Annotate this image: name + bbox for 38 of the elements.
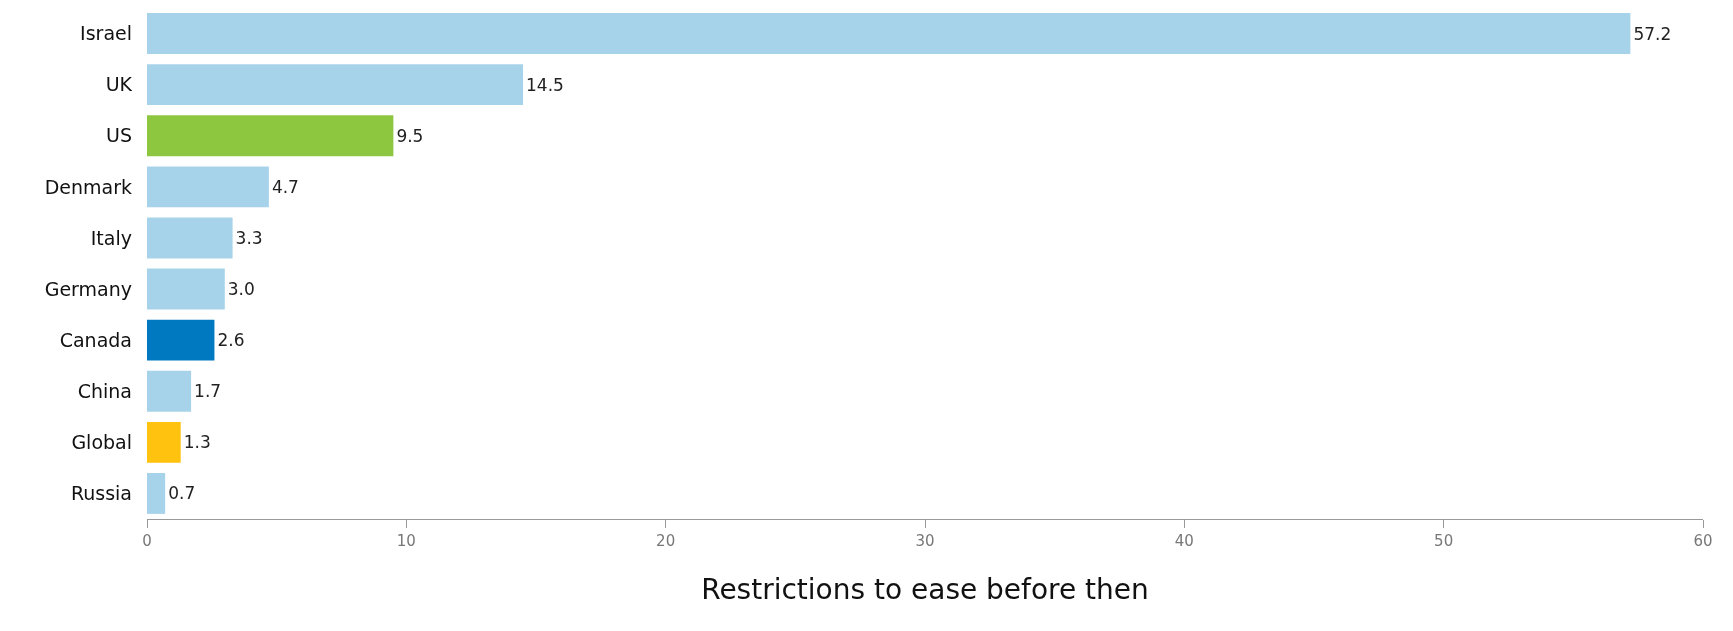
x-tick-label: 0	[142, 532, 152, 550]
data-label: 57.2	[1633, 23, 1672, 44]
data-label: 1.7	[194, 381, 222, 402]
y-tick-label: Germany	[44, 277, 132, 300]
bar	[147, 64, 524, 106]
bar	[147, 115, 394, 157]
y-tick-label: UK	[105, 73, 133, 96]
x-tick-label: 30	[915, 532, 935, 550]
bar	[147, 217, 233, 259]
x-tick-label: 60	[1693, 532, 1713, 550]
x-tick-label: 20	[656, 532, 676, 550]
y-tick-label: Denmark	[44, 175, 132, 198]
bar	[147, 268, 225, 310]
data-label: 0.7	[168, 483, 196, 504]
y-tick-label: US	[106, 124, 132, 147]
data-label: 14.5	[526, 74, 564, 95]
x-axis-title: Restrictions to ease before then	[701, 573, 1149, 607]
bar	[147, 319, 215, 361]
bar	[147, 166, 269, 208]
y-tick-label: China	[77, 379, 132, 402]
y-tick-label: Russia	[70, 482, 132, 505]
bar	[147, 473, 166, 514]
bar	[147, 421, 181, 463]
y-tick-label: Global	[71, 431, 132, 453]
x-tick-label: 40	[1174, 532, 1194, 550]
bar	[147, 13, 1631, 54]
data-label: 3.3	[235, 227, 263, 248]
bar	[147, 370, 192, 412]
y-tick-label: Italy	[90, 226, 132, 249]
data-label: 9.5	[396, 125, 424, 146]
data-label: 2.6	[217, 330, 245, 351]
data-label: 3.0	[227, 279, 255, 300]
data-label: 4.7	[271, 176, 299, 197]
x-tick-label: 50	[1434, 532, 1454, 550]
data-label: 1.3	[183, 432, 211, 453]
y-tick-label: Israel	[80, 22, 132, 45]
x-tick-label: 10	[396, 532, 416, 550]
y-tick-label: Canada	[59, 328, 132, 351]
